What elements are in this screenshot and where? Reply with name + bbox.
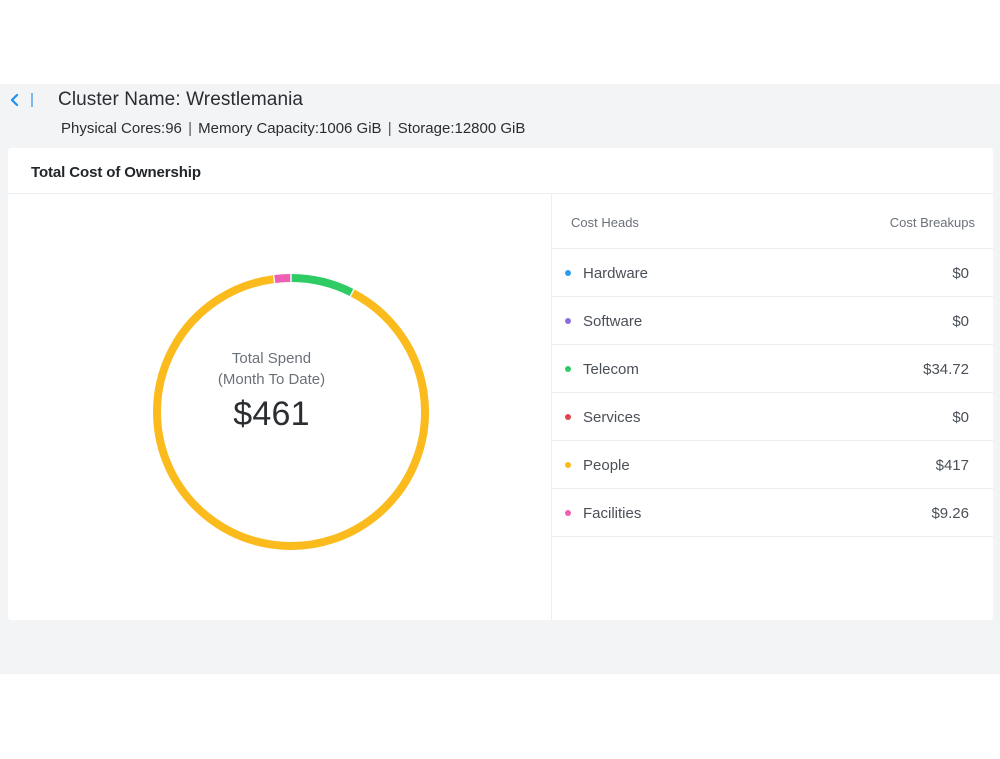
memory-capacity: Memory Capacity:1006 GiB [198,120,382,137]
legend-dot [565,462,571,468]
table-row: Facilities $9.26 [552,489,993,537]
cost-breakup-value: $417 [935,457,969,474]
column-header-cost-breakups: Cost Breakups [889,215,975,230]
table-header: Cost Heads Cost Breakups [552,194,993,249]
cost-head-label: Services [583,409,641,426]
column-header-cost-heads: Cost Heads [571,215,639,230]
legend-dot [565,318,571,324]
tco-card: Total Cost of Ownership Total Spend (Mon… [8,148,993,620]
app-root: Cluster Name: Wrestlemania Physical Core… [0,84,1000,674]
cost-head-label: Telecom [583,361,639,378]
table-row: Telecom $34.72 [552,345,993,393]
cost-breakup-value: $34.72 [923,361,969,378]
legend-dot [565,270,571,276]
donut-slice-people[interactable] [153,275,429,550]
cost-table: Cost Heads Cost Breakups Hardware $0 Softw… [552,194,993,537]
donut-label-line2: (Month To Date) [217,371,326,388]
page-title: Cluster Name: Wrestlemania [58,89,304,110]
donut-label-line1: Total Spend [231,350,312,367]
legend-dot [565,366,571,372]
donut-chart: Total Spend (Month To Date) $461 [8,194,551,620]
table-row: Software $0 [552,297,993,345]
specs-separator: | [387,120,392,137]
cost-breakup-value: $0 [952,313,969,330]
column-divider [551,194,552,620]
storage-capacity: Storage:12800 GiB [397,120,526,137]
donut-slice-facilities[interactable] [274,274,291,283]
cost-breakup-value: $9.26 [931,505,969,522]
table-row: People $417 [552,441,993,489]
donut-slice-telecom[interactable] [291,274,354,297]
card-divider [8,193,993,194]
table-row: Services $0 [552,393,993,441]
table-row: Hardware $0 [552,249,993,297]
cost-breakup-value: $0 [952,409,969,426]
cluster-specs: Physical Cores:96 | Memory Capacity:1006… [61,120,525,137]
specs-separator: | [188,120,192,137]
cost-head-label: People [583,457,630,474]
legend-dot [565,510,571,516]
header-separator [31,93,33,107]
cost-head-label: Software [583,313,643,330]
page-header: Cluster Name: Wrestlemania [0,84,1000,116]
physical-cores: Physical Cores:96 [61,120,182,137]
legend-dot [565,414,571,420]
chevron-left-icon [10,93,19,107]
cost-breakup-value: $0 [952,265,969,282]
back-button[interactable] [8,90,22,110]
donut-svg [153,274,429,550]
cost-head-label: Facilities [583,505,642,522]
donut-total: $461 [233,395,310,433]
cost-head-label: Hardware [583,265,649,282]
card-title: Total Cost of Ownership [31,164,201,181]
